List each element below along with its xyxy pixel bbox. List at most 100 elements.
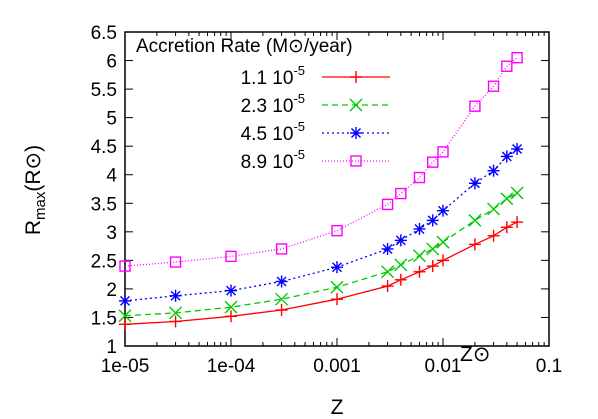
legend-label-exponent: -5	[293, 91, 305, 106]
legend-label-exponent: -5	[293, 119, 305, 134]
y-axis-title-main: R	[22, 220, 45, 235]
data-point	[468, 177, 481, 190]
data-point	[437, 254, 449, 267]
y-tick-label: 5.5	[91, 80, 117, 101]
data-point	[381, 198, 394, 211]
series-line-2	[124, 192, 518, 317]
y-axis-title-tail: (R⊙)	[22, 145, 45, 192]
data-point	[501, 60, 513, 72]
data-point	[381, 242, 394, 255]
series-line-3	[124, 148, 518, 302]
data-point	[413, 222, 426, 235]
data-point	[437, 204, 449, 217]
data-point	[511, 216, 524, 229]
annotation-z-sun: Z⊙	[460, 343, 490, 366]
legend-label-base: 8.9 10	[241, 152, 294, 173]
legend-label-base: 4.5 10	[241, 124, 294, 145]
x-axis-title: Z	[331, 396, 344, 419]
data-point	[169, 289, 182, 302]
data-point	[118, 309, 132, 323]
y-tick-label: 6	[106, 52, 117, 73]
y-tick-label: 3	[106, 223, 117, 244]
data-point	[331, 293, 343, 306]
data-point	[225, 250, 237, 263]
data-point	[500, 221, 513, 234]
legend-swatch-marker-4	[350, 155, 362, 167]
data-point	[119, 260, 131, 272]
data-point	[500, 192, 514, 206]
y-tick-label: 4.5	[91, 137, 117, 158]
y-tick-label: 1	[106, 337, 117, 358]
data-point	[487, 164, 500, 177]
y-axis-title: Rmax(R⊙)	[22, 145, 49, 235]
y-tick-label: 1.5	[91, 308, 117, 329]
data-point	[330, 280, 344, 294]
data-point	[394, 234, 407, 247]
legend-label-base: 2.3 10	[241, 96, 294, 117]
data-point	[412, 249, 426, 263]
x-tick-label: 0.1	[536, 356, 562, 377]
series-line-4	[124, 57, 518, 267]
legend-label-3: 4.5 10-5	[241, 119, 305, 145]
legend-swatch-marker-2	[349, 98, 363, 112]
legend-label-1: 1.1 10-5	[241, 63, 305, 89]
y-tick-label: 4	[106, 166, 117, 187]
x-tick-label: 0.001	[313, 356, 361, 377]
data-point	[487, 80, 500, 92]
data-point	[395, 187, 407, 200]
legend-label-base: 1.1 10	[241, 68, 294, 89]
data-point	[426, 214, 439, 227]
y-tick-label: 2.5	[91, 251, 117, 272]
y-tick-label: 5	[106, 109, 117, 130]
y-tick-label: 6.5	[91, 23, 117, 44]
series-markers	[118, 51, 524, 331]
data-point	[275, 243, 288, 255]
data-point	[381, 265, 395, 279]
data-point	[426, 242, 440, 256]
x-tick-label: 0.01	[425, 356, 462, 377]
data-point	[487, 202, 501, 216]
data-point	[119, 294, 131, 307]
x-tick-label: 1e-05	[101, 356, 150, 377]
data-point	[331, 224, 343, 237]
legend: Accretion Rate (M⊙/year) 1.1 10-52.3 10-…	[136, 36, 390, 173]
y-tick-label: 2	[106, 280, 117, 301]
data-point	[275, 275, 288, 288]
legend-title: Accretion Rate (M⊙/year)	[136, 36, 353, 57]
data-point	[511, 51, 523, 64]
data-point	[331, 261, 343, 274]
data-point	[169, 256, 182, 268]
data-point	[119, 318, 131, 331]
data-point	[275, 304, 288, 317]
series-line-1	[124, 221, 518, 325]
data-point	[169, 306, 183, 320]
data-point	[394, 258, 408, 272]
data-point	[511, 143, 524, 156]
legend-label-exponent: -5	[293, 63, 305, 78]
y-tick-label: 3.5	[91, 194, 117, 215]
y-axis-title-sub: max	[32, 191, 49, 220]
data-point	[169, 315, 182, 328]
data-point	[394, 273, 407, 286]
data-point	[426, 260, 439, 273]
data-point	[427, 156, 439, 168]
data-point	[381, 280, 394, 293]
legend-swatch-marker-1	[350, 71, 362, 83]
data-point	[436, 235, 450, 249]
axis-ticks: 1 1.5 2 2.5 3 3.5 4 4.5 5 5.5 6 6.5 1e-05 1e-04 0.001 0…	[91, 23, 563, 377]
x-tick-label: 1e-04	[207, 356, 256, 377]
data-point	[510, 186, 524, 200]
data-point	[469, 100, 481, 112]
legend-label-exponent: -5	[293, 147, 305, 162]
legend-swatch-marker-3	[350, 127, 362, 139]
data-point	[468, 213, 482, 227]
data-point	[437, 146, 449, 158]
legend-label-4: 8.9 10-5	[241, 147, 305, 173]
data-point	[275, 292, 289, 306]
data-point	[413, 171, 426, 184]
data-point	[468, 238, 481, 251]
data-point	[225, 284, 237, 297]
data-point	[487, 229, 500, 242]
data-point	[413, 265, 426, 278]
